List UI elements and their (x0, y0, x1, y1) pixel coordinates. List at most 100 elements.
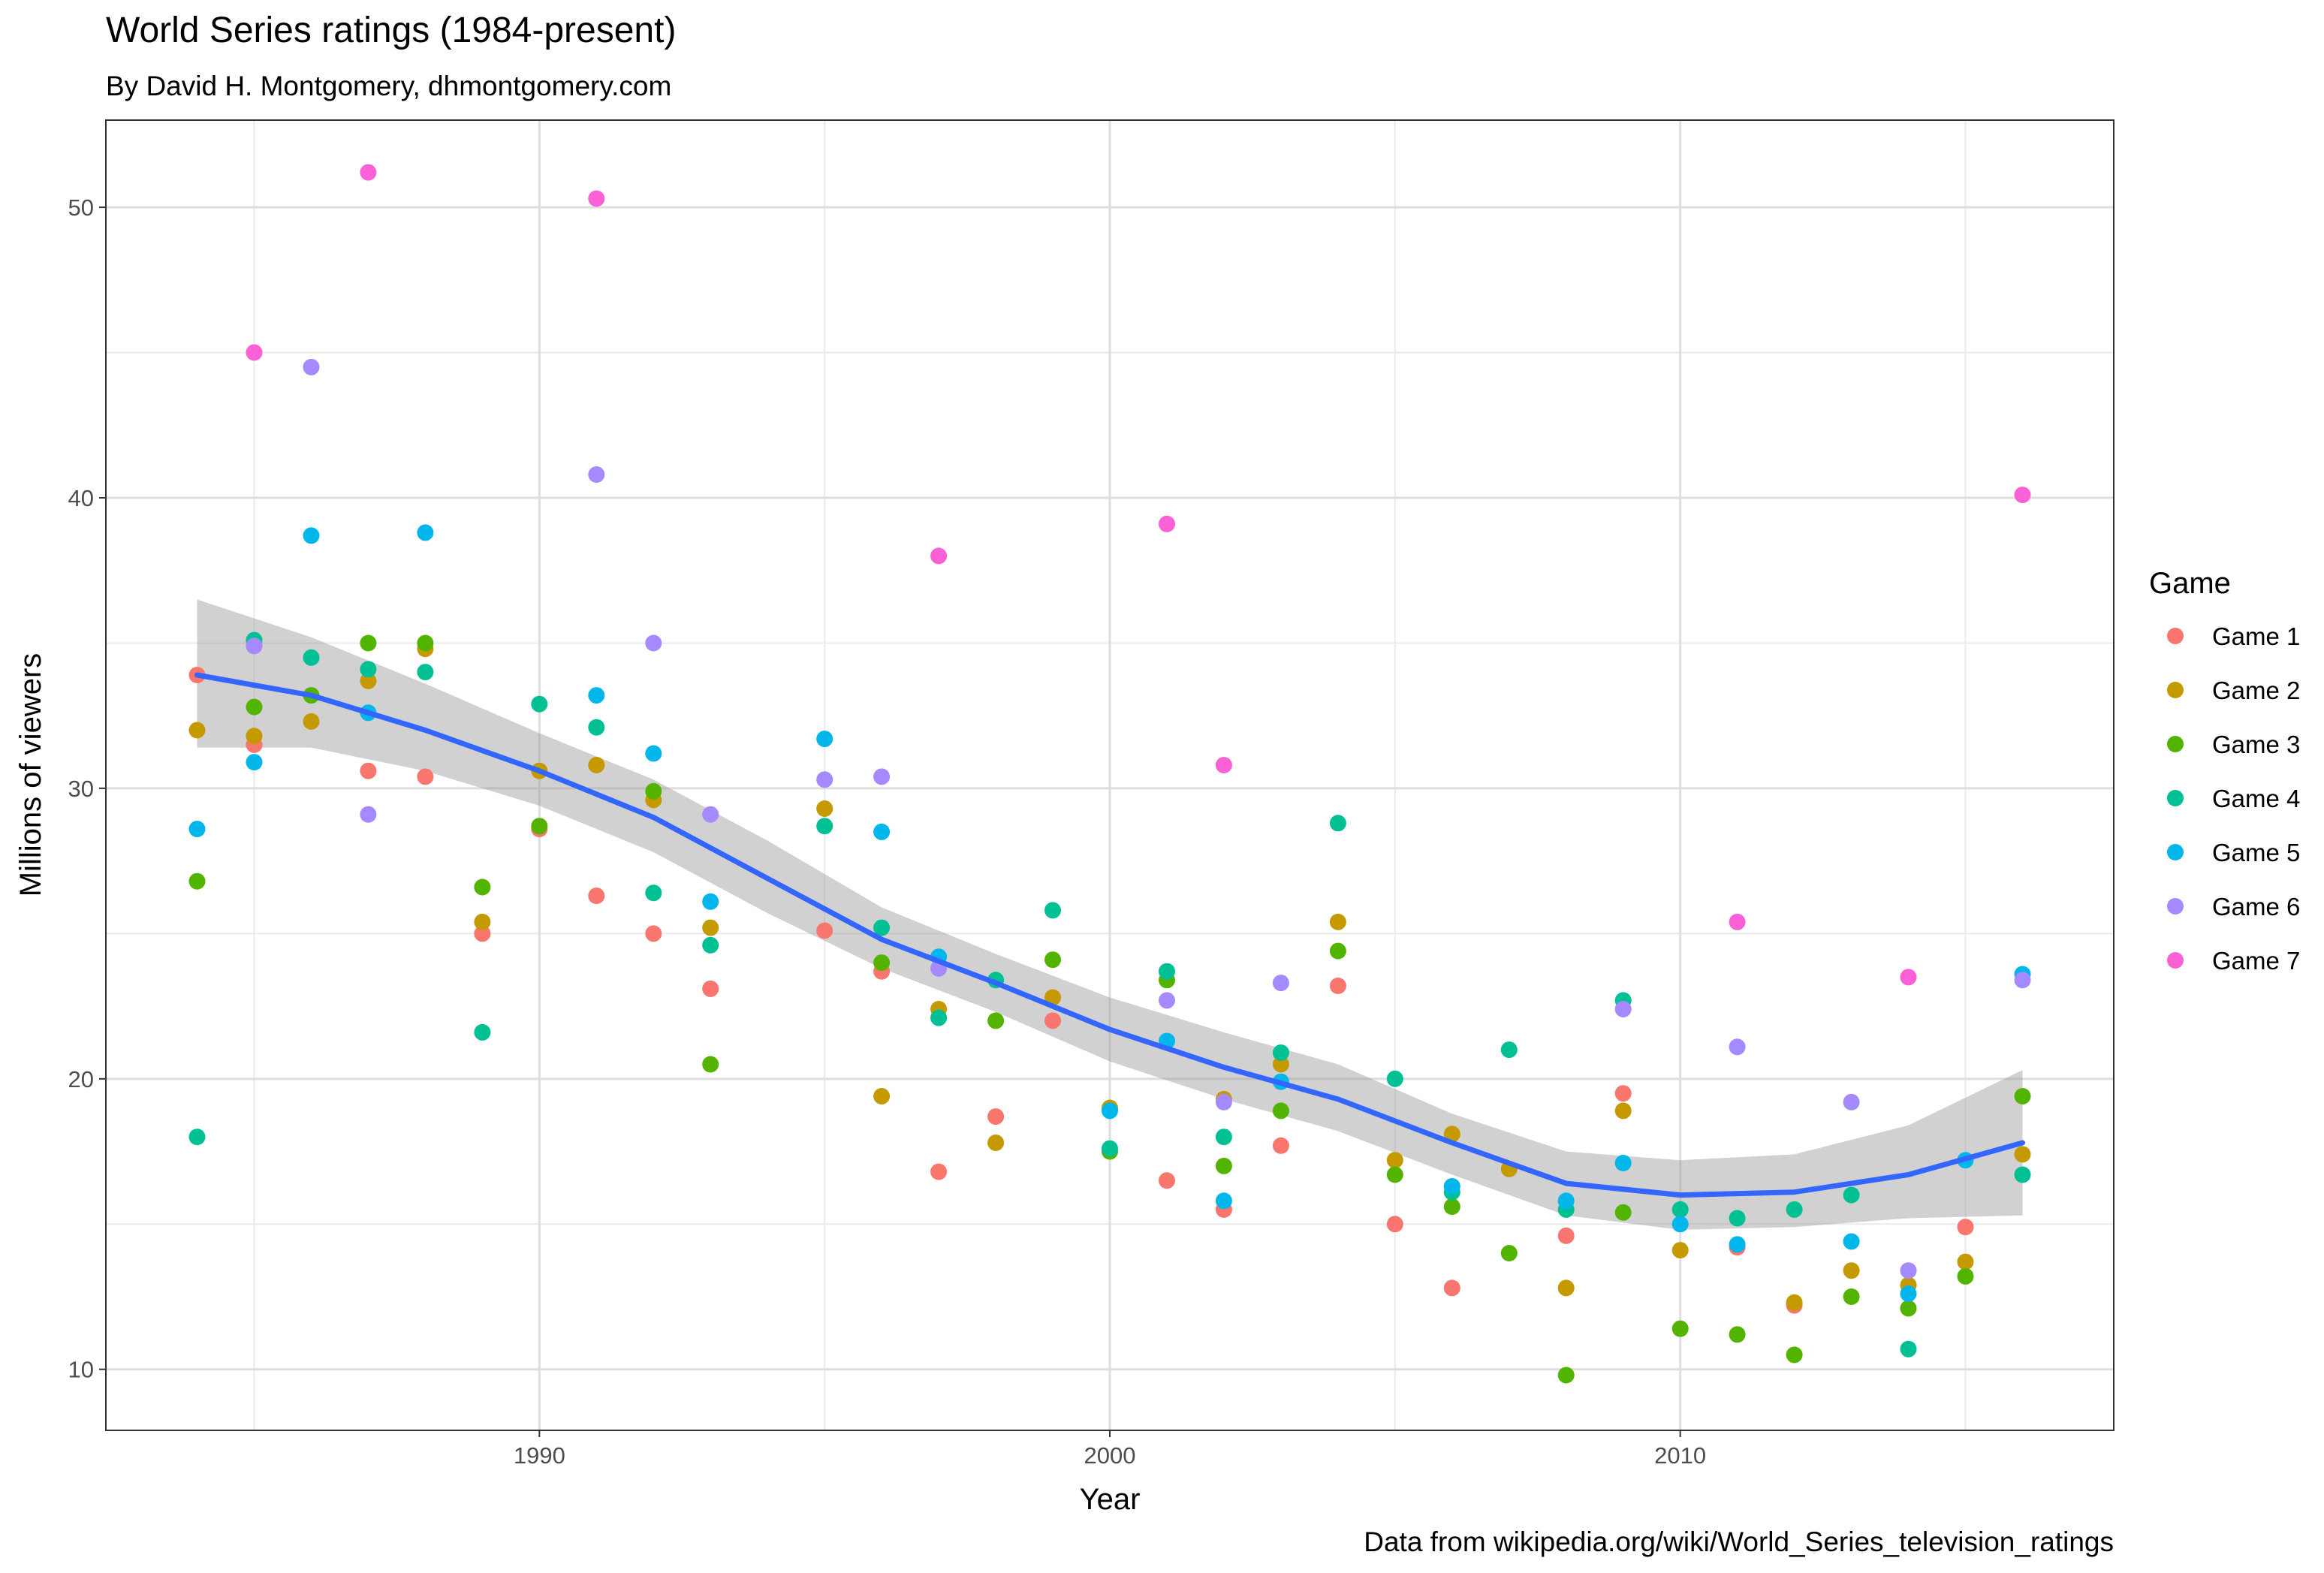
data-point-game-1 (645, 925, 662, 942)
data-point-game-3 (246, 698, 263, 716)
data-point-game-1 (1159, 1172, 1175, 1189)
data-point-game-3 (531, 818, 548, 835)
data-point-game-7 (1729, 913, 1746, 930)
data-point-game-3 (1044, 951, 1061, 969)
legend-label-game-4: Game 4 (2212, 785, 2300, 812)
data-point-game-6 (588, 466, 605, 483)
legend-title: Game (2149, 567, 2231, 600)
data-point-game-1 (360, 762, 377, 779)
chart-subtitle: By David H. Montgomery, dhmontgomery.com (106, 71, 671, 101)
data-point-game-3 (1957, 1267, 1974, 1285)
data-point-game-5 (1102, 1102, 1118, 1119)
data-point-game-4 (1843, 1186, 1860, 1204)
data-point-game-1 (1272, 1137, 1289, 1154)
data-point-game-4 (1900, 1340, 1917, 1358)
legend-label-game-7: Game 7 (2212, 947, 2300, 975)
legend-key-game-3 (2167, 736, 2184, 752)
data-point-game-2 (1786, 1294, 1803, 1311)
data-point-game-1 (702, 980, 719, 997)
data-point-game-4 (188, 1129, 206, 1146)
data-point-game-1 (417, 768, 434, 785)
data-point-game-3 (1272, 1102, 1289, 1119)
legend-key-game-6 (2167, 898, 2184, 915)
data-point-game-7 (1215, 757, 1232, 773)
x-tick-label: 2010 (1654, 1442, 1706, 1469)
data-point-game-7 (588, 190, 605, 207)
data-point-game-3 (417, 634, 434, 652)
y-tick-label: 30 (68, 776, 94, 802)
legend-items: Game 1 Game 2 Game 3 Game 4 Game 5 Game 6 Game… (2167, 622, 2300, 975)
data-point-game-5 (1843, 1233, 1860, 1250)
data-point-game-1 (930, 1163, 948, 1180)
data-point-game-5 (246, 754, 263, 771)
data-point-game-4 (1329, 815, 1346, 832)
data-point-game-4 (873, 919, 891, 936)
data-point-game-2 (1386, 1152, 1403, 1169)
grid-major (106, 120, 2114, 1430)
data-point-game-7 (930, 547, 948, 565)
y-tick-label: 10 (68, 1357, 94, 1383)
data-point-game-1 (1957, 1219, 1974, 1236)
data-point-game-3 (1614, 1204, 1632, 1221)
legend-key-game-1 (2167, 628, 2184, 644)
legend-key-game-5 (2167, 844, 2184, 860)
data-point-game-5 (588, 687, 605, 704)
data-point-game-3 (1500, 1245, 1518, 1261)
data-point-game-6 (2014, 972, 2031, 989)
data-point-game-1 (1557, 1227, 1575, 1244)
data-point-game-6 (1900, 1262, 1917, 1279)
data-point-game-2 (303, 713, 320, 730)
data-point-game-2 (588, 757, 605, 773)
data-point-game-4 (303, 649, 320, 666)
data-point-game-7 (360, 164, 377, 181)
data-point-game-5 (873, 823, 891, 840)
data-point-game-6 (1159, 992, 1175, 1009)
data-point-game-5 (188, 821, 206, 838)
data-point-game-4 (474, 1023, 491, 1041)
data-point-game-4 (588, 719, 605, 736)
data-point-game-2 (1272, 1056, 1289, 1073)
data-point-game-5 (1900, 1285, 1917, 1303)
data-point-game-6 (303, 358, 320, 375)
data-point-game-3 (1329, 942, 1346, 960)
data-point-game-2 (873, 1088, 891, 1104)
data-point-game-4 (1215, 1129, 1232, 1146)
data-point-game-3 (1215, 1157, 1232, 1174)
data-point-game-4 (2014, 1166, 2031, 1183)
data-point-game-3 (1386, 1166, 1403, 1183)
chart-caption: Data from wikipedia.org/wiki/World_Serie… (1364, 1526, 2114, 1557)
data-point-game-3 (645, 782, 662, 800)
data-point-game-4 (1500, 1041, 1518, 1059)
data-point-game-5 (1671, 1216, 1689, 1233)
data-point-game-3 (987, 1012, 1005, 1029)
data-point-game-3 (1729, 1326, 1746, 1343)
data-point-game-6 (702, 806, 719, 823)
data-point-game-4 (645, 884, 662, 902)
data-point-game-3 (188, 872, 206, 890)
data-point-game-2 (1443, 1126, 1460, 1143)
chart-title: World Series ratings (1984-present) (106, 11, 676, 50)
legend-key-game-7 (2167, 952, 2184, 969)
data-point-game-5 (702, 893, 719, 910)
data-point-game-6 (1843, 1093, 1860, 1110)
data-point-game-3 (2014, 1088, 2031, 1104)
data-point-game-6 (1614, 1001, 1632, 1017)
data-point-game-2 (1957, 1253, 1974, 1270)
data-point-game-5 (1729, 1236, 1746, 1253)
data-point-game-5 (1614, 1155, 1632, 1171)
data-point-game-1 (816, 922, 833, 939)
legend-label-game-5: Game 5 (2212, 839, 2300, 866)
data-point-game-2 (2014, 1146, 2031, 1163)
data-point-game-2 (474, 913, 491, 930)
data-point-game-2 (1843, 1262, 1860, 1279)
data-point-game-6 (1729, 1038, 1746, 1056)
y-tick-label: 20 (68, 1066, 94, 1092)
data-point-game-4 (531, 695, 548, 713)
data-point-game-5 (1215, 1192, 1232, 1210)
x-axis-label: Year (1080, 1483, 1141, 1516)
data-point-game-2 (816, 800, 833, 817)
data-point-game-3 (702, 1056, 719, 1073)
data-point-game-4 (1386, 1070, 1403, 1087)
legend-label-game-1: Game 1 (2212, 622, 2300, 650)
data-point-game-2 (1557, 1279, 1575, 1297)
